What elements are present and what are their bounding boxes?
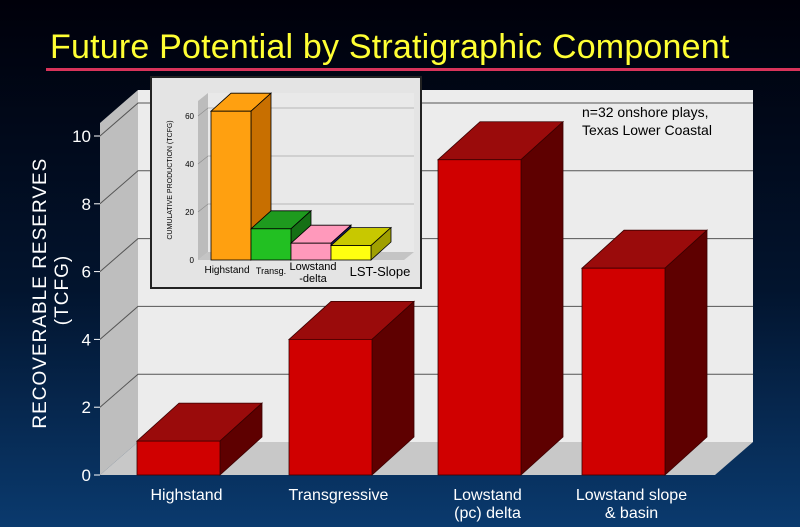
bar-front xyxy=(581,267,666,476)
y-tick-label: 10 xyxy=(72,127,91,146)
inset-bar xyxy=(329,226,393,261)
inset-bar-front xyxy=(250,228,292,261)
inset-category-label: LST-Slope xyxy=(350,264,411,279)
plays-note: n=32 onshore plays, Texas Lower Coastal xyxy=(582,104,712,138)
inset-bar-front xyxy=(210,110,252,261)
inset-gridline xyxy=(197,107,414,117)
inset-category-label-line: Lowstand xyxy=(289,261,336,273)
title-rule xyxy=(46,68,800,71)
inset-y-tick-label: 40 xyxy=(185,160,194,169)
main-bars xyxy=(135,120,709,476)
category-label: Highstand xyxy=(150,487,222,504)
inset-category-label: Highstand xyxy=(204,265,249,276)
y-tick-label: 8 xyxy=(82,195,91,214)
plays-note-line-1: n=32 onshore plays, xyxy=(582,104,708,120)
category-label: Lowstand slope xyxy=(576,487,687,504)
bar-front xyxy=(136,440,221,476)
bar-side xyxy=(520,120,564,476)
inset-category-labels: Highstand Transg. Lowstand -delta LST-Slope xyxy=(204,261,410,285)
inset-y-ticks: 0 20 40 60 xyxy=(185,112,194,265)
inset-chart: 0 20 40 60 CUMULATIVE PRODUCTION (TCFG) Hig… xyxy=(150,76,422,289)
y-axis-label-line-2: (TCFG) xyxy=(52,255,73,325)
y-axis-label-line-1: RECOVERABLE RESERVES xyxy=(30,158,51,429)
plot-side-wall xyxy=(100,90,138,475)
category-label: & basin xyxy=(605,505,658,522)
bar-front xyxy=(288,338,373,476)
inset-gridline xyxy=(197,155,414,165)
inset-bar-front xyxy=(330,245,372,261)
gridline xyxy=(99,102,753,137)
inset-bars xyxy=(209,92,393,261)
bar xyxy=(135,402,264,476)
y-axis-label: RECOVERABLE RESERVES (TCFG) xyxy=(30,151,73,428)
inset-y-axis-label: CUMULATIVE PRODUCTION (TCFG) xyxy=(167,120,174,239)
inset-gridline xyxy=(197,203,414,213)
category-label: Lowstand xyxy=(453,487,522,504)
bar-front xyxy=(437,159,522,476)
slide-title: Future Potential by Stratigraphic Compon… xyxy=(50,28,730,66)
plays-note-line-2: Texas Lower Coastal xyxy=(582,122,712,138)
inset-category-label-line: Highstand xyxy=(204,265,249,276)
main-category-labels: Highstand Transgressive Lowstand(pc) delta… xyxy=(150,487,687,522)
y-tick-label: 0 xyxy=(82,466,91,485)
inset-category-label-line: Transg. xyxy=(256,266,286,276)
y-tick-label: 4 xyxy=(82,330,91,349)
inset-category-label: Transg. xyxy=(256,266,286,276)
inset-y-tick-label: 60 xyxy=(185,112,194,121)
inset-side-wall xyxy=(198,93,208,260)
inset-bar-front xyxy=(290,242,332,261)
category-label: (pc) delta xyxy=(454,505,521,522)
main-y-ticks: 0 2 4 6 8 10 xyxy=(72,127,100,485)
inset-y-tick-label: 0 xyxy=(190,256,195,265)
inset-category-label: Lowstand -delta xyxy=(289,261,336,285)
bar-side xyxy=(664,229,708,476)
y-tick-label: 6 xyxy=(82,263,91,282)
category-label: Transgressive xyxy=(289,487,389,504)
inset-gridlines xyxy=(197,107,414,213)
inset-category-label-line: -delta xyxy=(299,273,327,285)
bar xyxy=(287,300,416,476)
bar xyxy=(436,120,565,476)
inset-category-label-line: LST-Slope xyxy=(350,264,411,279)
y-tick-label: 2 xyxy=(82,398,91,417)
bar xyxy=(580,229,709,476)
inset-y-tick-label: 20 xyxy=(185,208,194,217)
